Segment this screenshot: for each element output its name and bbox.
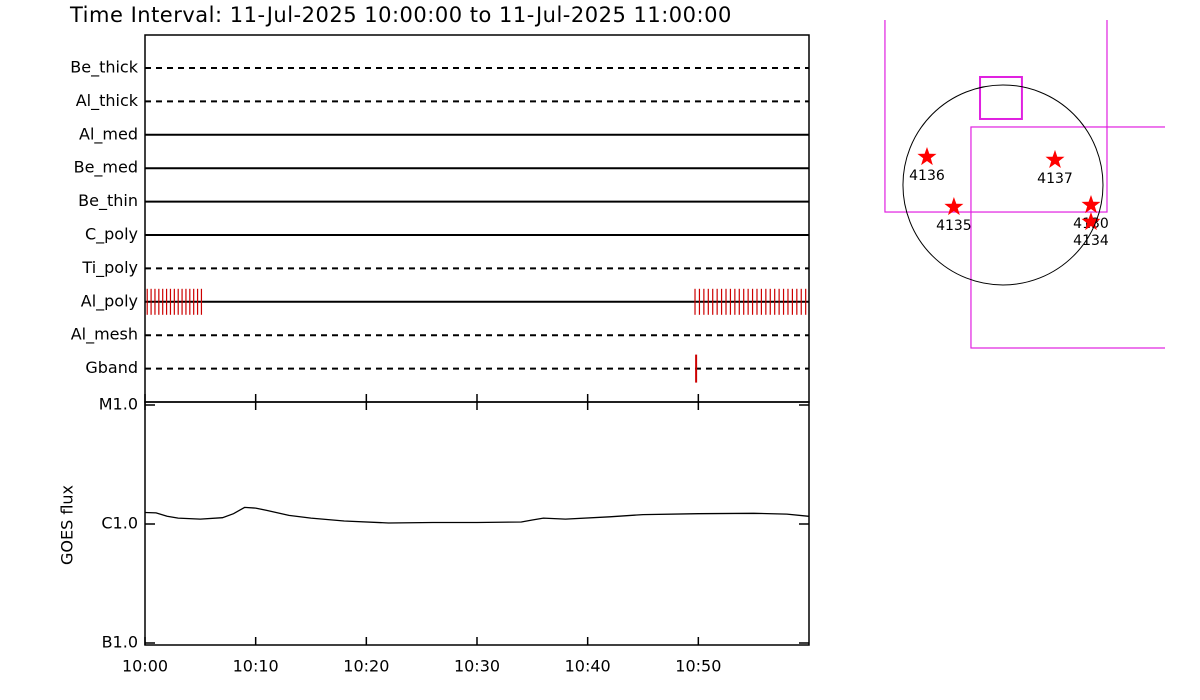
filter-label: Ti_poly (81, 258, 138, 278)
region-star (917, 147, 937, 166)
x-tick-label: 10:50 (675, 657, 721, 676)
region-star (944, 197, 964, 216)
region-label: 4136 (909, 168, 945, 184)
y-tick-label: C1.0 (101, 514, 138, 533)
region-star (1045, 149, 1065, 168)
goes-frame (144, 401, 810, 646)
filter-label: Al_mesh (71, 325, 138, 345)
x-tick-label: 10:30 (454, 657, 500, 676)
filter-label: Al_thick (76, 91, 139, 111)
filter-label: Be_med (74, 158, 138, 178)
field-of-view (970, 126, 1165, 349)
x-tick-label: 10:10 (233, 657, 279, 676)
filter-label: Gband (85, 358, 138, 377)
x-tick-label: 10:00 (122, 657, 168, 676)
y-tick-label: M1.0 (99, 395, 138, 414)
goes-curve (144, 506, 810, 524)
y-axis-label: GOES flux (58, 485, 77, 565)
chart-title: Time Interval: 11-Jul-2025 10:00:00 to 1… (69, 3, 732, 27)
x-tick-label: 10:40 (565, 657, 611, 676)
y-tick-label: B1.0 (102, 633, 138, 652)
region-label: 4137 (1037, 171, 1073, 187)
field-of-view (884, 20, 1108, 213)
filter-label: Be_thin (78, 191, 138, 211)
timeline-frame (144, 34, 810, 403)
filter-label: C_poly (85, 225, 138, 245)
filter-label: Al_poly (81, 291, 138, 311)
region-label: 4135 (936, 218, 972, 234)
region-star (1081, 195, 1101, 214)
region-label: 4134 (1073, 233, 1109, 249)
field-of-view (979, 75, 1023, 120)
x-tick-label: 10:20 (343, 657, 389, 676)
sun-map: 41364137413541304134 (884, 20, 1165, 349)
filter-label: Al_med (79, 124, 138, 144)
solar-disk (902, 84, 1104, 286)
region-star (1081, 212, 1101, 231)
filter-label: Be_thick (70, 58, 138, 78)
